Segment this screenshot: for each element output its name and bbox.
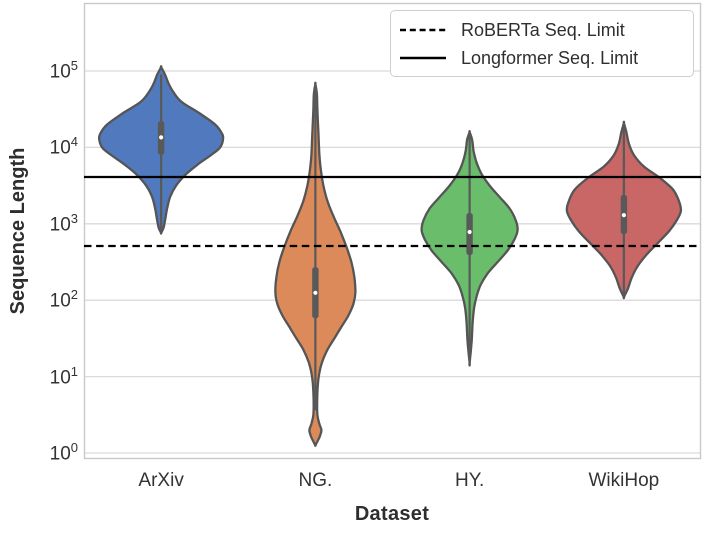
legend-label: Longformer Seq. Limit xyxy=(461,47,639,68)
median-dot-HY. xyxy=(467,229,472,235)
y-tick-10e2: 102 xyxy=(49,287,78,312)
median-dot-ArXiv xyxy=(159,135,164,140)
y-tick-10e1: 101 xyxy=(49,363,78,388)
median-dot-NG. xyxy=(313,290,318,295)
legend-label: RoBERTa Seq. Limit xyxy=(461,19,625,40)
legend: RoBERTa Seq. Limit Longformer Seq. Limit xyxy=(390,10,694,77)
x-tick-NG: NG. xyxy=(298,470,333,491)
y-tick-10e0: 100 xyxy=(49,439,78,465)
solid-line-sample xyxy=(400,56,446,60)
median-dot-WikiHop xyxy=(621,213,626,218)
y-tick-10e5: 105 xyxy=(49,57,78,83)
y-tick-10e4: 104 xyxy=(49,134,78,159)
x-tick-HY: HY. xyxy=(455,470,485,491)
plot-border xyxy=(83,2,702,460)
legend-entry-roberta: RoBERTa Seq. Limit xyxy=(399,16,693,44)
y-tick-10e3: 103 xyxy=(49,210,78,236)
legend-entry-longformer: Longformer Seq. Limit xyxy=(399,44,693,72)
dashed-line-sample xyxy=(400,28,446,32)
x-tick-WikiHop: WikiHop xyxy=(588,470,660,491)
x-tick-ArXiv: ArXiv xyxy=(138,470,184,491)
x-axis-label: Dataset xyxy=(354,503,430,525)
